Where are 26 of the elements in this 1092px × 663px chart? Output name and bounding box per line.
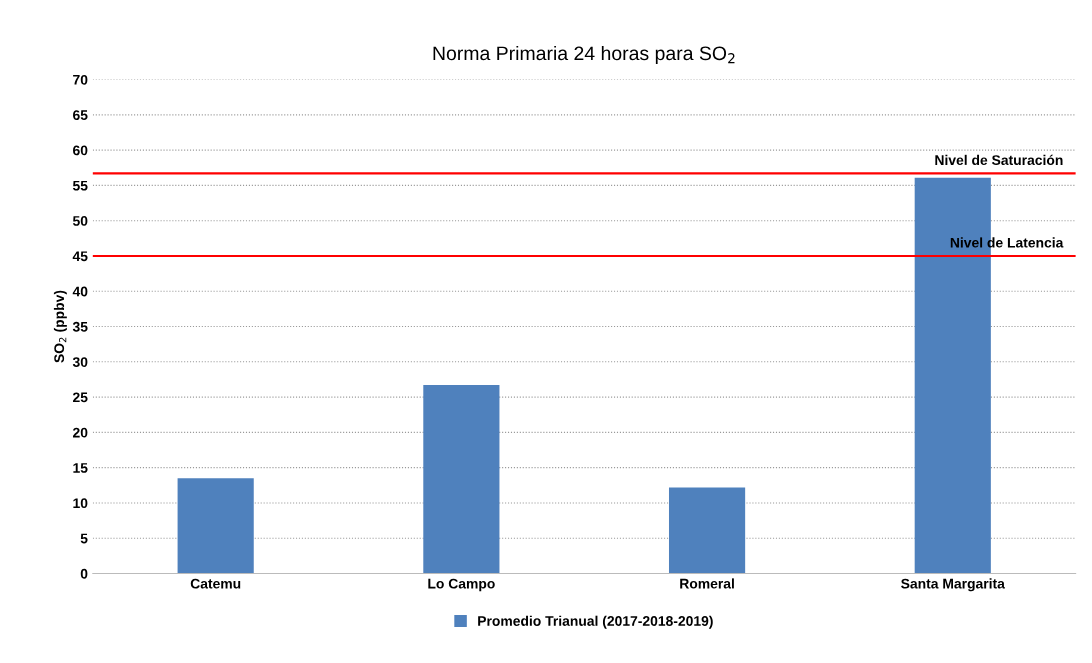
x-tick-label: Lo Campo (428, 578, 495, 592)
x-tick-label: Romeral (680, 578, 734, 589)
x-tick-label: Catemu (190, 578, 241, 589)
y-tick-label: 55 (72, 180, 88, 191)
y-tick-label: 0 (80, 568, 88, 579)
bar (177, 478, 254, 574)
y-tick-label: 65 (73, 110, 88, 121)
y-tick-label: 45 (72, 251, 88, 262)
y-tick-label: 35 (72, 321, 88, 332)
legend-label: Promedio Trianual (2017-2018-2019) (478, 615, 713, 629)
y-tick-label: 60 (73, 145, 88, 156)
y-axis-title: SO$_{2}$ (ppbv) (53, 290, 67, 363)
y-tick-label: 25 (72, 392, 88, 403)
y-tick-label: 5 (80, 533, 88, 544)
x-tick-label: Santa Margarita (901, 578, 1005, 592)
bar (668, 487, 746, 574)
bar (423, 385, 500, 574)
ref-line-label: Nivel de Saturación (935, 154, 1063, 166)
y-tick-label: 50 (72, 216, 88, 226)
y-tick-label: 15 (73, 463, 88, 473)
y-tick-label: 10 (73, 498, 88, 509)
y-tick-label: 20 (72, 427, 88, 438)
y-tick-label: 30 (72, 357, 88, 367)
y-tick-label: 40 (72, 286, 88, 297)
chart-title: Norma Primaria 24 horas para SO$_{2}$ (433, 45, 735, 65)
y-tick-label: 70 (73, 74, 88, 85)
